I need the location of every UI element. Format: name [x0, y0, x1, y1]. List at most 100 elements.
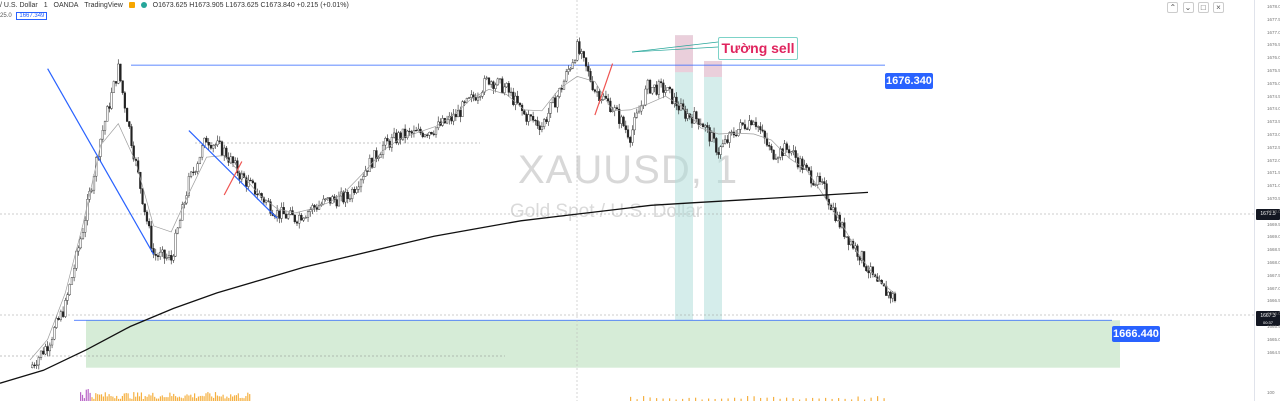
level-label-1666[interactable]: 1666.440: [1112, 326, 1160, 342]
candle-body: [571, 62, 574, 69]
volume-bar: [243, 398, 245, 401]
candle-body: [673, 96, 676, 104]
last-price-marker: 1667.3: [1256, 311, 1280, 322]
volume-bar: [150, 395, 152, 401]
candle-body: [335, 199, 338, 207]
volume-bar: [844, 398, 846, 401]
volume-bar: [152, 392, 154, 401]
candle-body: [591, 80, 594, 91]
candle-body: [635, 112, 638, 118]
price-chart[interactable]: [0, 0, 1254, 401]
candle-body: [84, 220, 87, 233]
volume-bar: [870, 397, 872, 401]
volume-bar: [235, 395, 237, 401]
candle-body: [664, 90, 667, 93]
interval[interactable]: 1: [43, 2, 48, 9]
candle-body: [415, 130, 418, 132]
candle-body: [490, 81, 493, 85]
candle-body: [55, 318, 58, 328]
close-icon[interactable]: ×: [1213, 2, 1224, 13]
candle-body: [849, 240, 852, 245]
symbol-name[interactable]: / U.S. Dollar: [0, 2, 38, 9]
pane-controls: ⌃ ⌄ □ ×: [1165, 2, 1224, 13]
candle-body: [298, 214, 301, 224]
volume-bar: [812, 397, 814, 401]
move-down-icon[interactable]: ⌄: [1182, 2, 1194, 13]
candle-body: [697, 118, 700, 126]
candle-body: [289, 210, 292, 215]
price-tick-label: 1671.5: [1267, 170, 1280, 176]
candle-body: [73, 268, 76, 278]
candle-body: [430, 131, 433, 135]
candle-body: [81, 232, 85, 240]
candle-body: [701, 123, 705, 128]
volume-bar: [116, 395, 118, 401]
volume-bar: [209, 393, 211, 401]
volume-bar: [91, 397, 93, 401]
level-label-1676[interactable]: 1676.340: [885, 73, 933, 89]
candle-body: [596, 91, 599, 93]
price-axis[interactable]: 1671.5 1667.3 00:37 100 1678.0 1677.5 1677…: [1254, 0, 1280, 401]
supply-zone-2: [704, 60, 722, 321]
candle-body: [172, 255, 175, 261]
volume-bar: [171, 396, 173, 401]
candle-body: [763, 130, 766, 139]
exchange: OANDA: [53, 2, 79, 9]
maximize-icon[interactable]: □: [1197, 2, 1209, 13]
volume-bar: [216, 395, 218, 401]
volume-bar: [169, 392, 171, 401]
candle-body: [293, 214, 296, 223]
candle-body: [353, 189, 356, 193]
volume-bar: [161, 395, 163, 401]
volume-bar: [190, 394, 192, 401]
candle-body: [128, 121, 131, 127]
collapse-icon[interactable]: ⌃: [1167, 2, 1179, 13]
candle-body: [492, 81, 495, 89]
tuong-sell-callout[interactable]: Tường sell: [718, 37, 798, 60]
candle-body: [357, 186, 360, 190]
candle-body: [481, 91, 484, 97]
candle-body: [604, 95, 608, 99]
volume-bar: [112, 396, 114, 401]
candle-body: [77, 247, 80, 252]
candle-body: [434, 127, 438, 135]
candle-body: [426, 134, 429, 136]
candle-body: [560, 88, 563, 90]
candle-body: [148, 221, 151, 227]
candle-body: [324, 198, 327, 200]
candle-body: [245, 177, 248, 187]
price-tick-label: 1667.0: [1267, 285, 1280, 291]
candle-body: [141, 188, 144, 205]
candle-body: [117, 63, 120, 84]
candle-body: [525, 113, 528, 122]
candle-body: [549, 102, 552, 114]
candle-body: [196, 163, 199, 172]
volume-bar: [144, 396, 146, 401]
current-price-marker: 1671.5: [1256, 209, 1280, 220]
volume-bar: [232, 396, 234, 401]
volume-bar: [110, 396, 112, 401]
candle-body: [278, 210, 281, 219]
candle-body: [31, 364, 34, 368]
volume-bar: [247, 392, 249, 401]
candle-body: [547, 113, 550, 122]
candle-body: [479, 96, 482, 98]
price-tick-label: 1669.5: [1267, 221, 1280, 227]
volume-bar: [173, 393, 175, 401]
candle-body: [545, 119, 548, 122]
volume-bar: [133, 392, 135, 401]
price-tick-label: 1669.0: [1267, 234, 1280, 240]
candle-body: [748, 120, 751, 130]
candle-body: [174, 232, 177, 257]
volume-bar: [218, 396, 220, 401]
candle-body: [346, 191, 349, 199]
candle-body: [214, 144, 217, 146]
volume-bar: [197, 396, 199, 401]
indicator-value[interactable]: 1667.349: [16, 12, 48, 20]
price-tick-label: 1674.5: [1267, 93, 1280, 99]
volume-bar: [207, 392, 209, 401]
price-tick-label: 1664.5: [1267, 349, 1280, 355]
volume-bar: [714, 398, 716, 401]
candle-body: [337, 195, 341, 207]
candle-body: [726, 139, 729, 143]
